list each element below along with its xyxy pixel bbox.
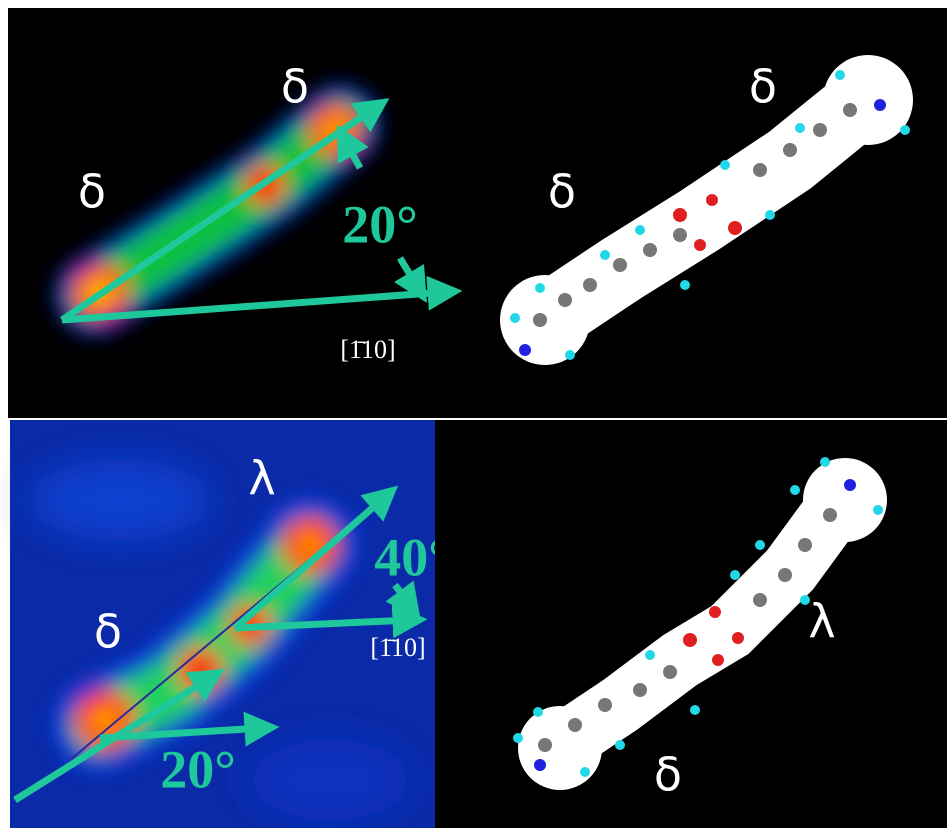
figure: δ δ 20° [1̄10] δ δ λ δ 40° [1̄10] 20° λ … [0,0,947,828]
angle-label: 20° [342,194,418,254]
direction-label: [1̄10] [370,633,425,662]
label: λ [808,595,835,649]
label: δ [548,165,576,219]
label: δ [654,748,682,802]
label: δ [78,165,106,219]
label: δ [94,605,122,659]
angle-label: 20° [160,739,236,799]
panel-top [8,8,947,418]
label: λ [248,452,275,506]
label: δ [749,60,777,114]
label: δ [281,60,309,114]
direction-label: [1̄10] [340,335,395,364]
